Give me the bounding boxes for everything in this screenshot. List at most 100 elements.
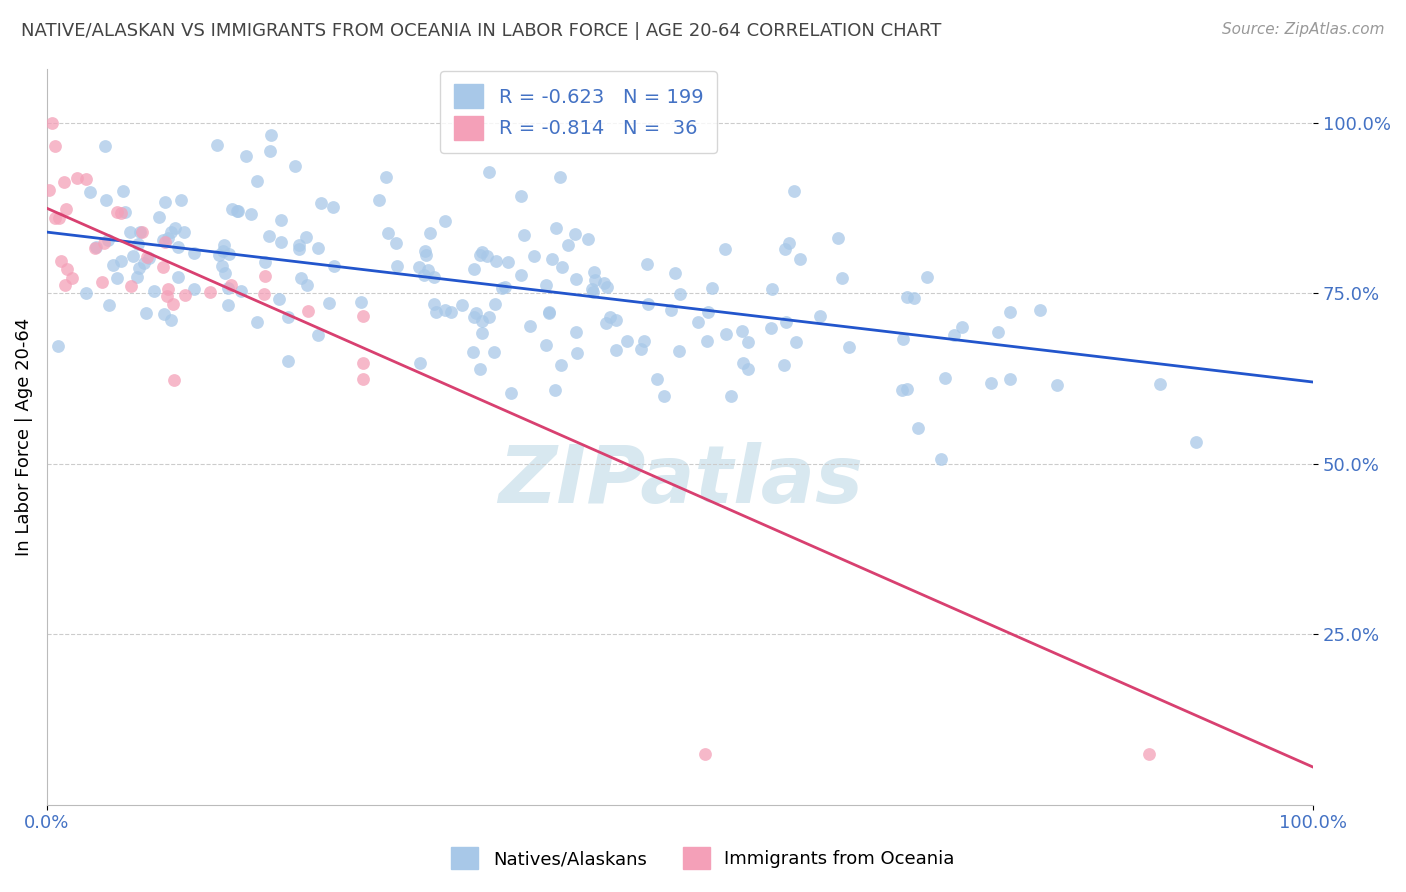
Point <box>778 235 800 250</box>
Point <box>998 372 1021 386</box>
Point <box>408 260 430 274</box>
Point <box>475 249 498 263</box>
Point <box>162 297 184 311</box>
Point <box>412 268 434 282</box>
Point <box>541 252 564 267</box>
Point <box>163 373 186 387</box>
Point <box>637 297 659 311</box>
Point <box>259 144 281 158</box>
Point <box>84 241 107 255</box>
Point <box>153 194 176 209</box>
Point <box>423 297 446 311</box>
Point <box>103 259 125 273</box>
Point <box>669 287 692 301</box>
Point <box>583 272 606 286</box>
Point <box>44 211 66 225</box>
Point <box>277 354 299 368</box>
Point <box>789 252 811 267</box>
Point <box>246 174 269 188</box>
Point <box>478 310 501 324</box>
Point <box>97 298 120 312</box>
Point <box>55 202 77 216</box>
Point <box>737 335 759 350</box>
Point <box>160 225 183 239</box>
Point <box>647 372 669 386</box>
Point <box>295 229 318 244</box>
Point <box>284 159 307 173</box>
Point <box>297 304 319 318</box>
Point <box>173 288 195 302</box>
Point <box>491 281 513 295</box>
Point <box>156 282 179 296</box>
Point <box>270 235 292 249</box>
Point <box>270 212 292 227</box>
Point <box>759 321 782 335</box>
Point <box>419 226 441 240</box>
Point <box>664 266 686 280</box>
Point <box>659 302 682 317</box>
Point <box>478 165 501 179</box>
Point <box>153 307 176 321</box>
Point <box>434 214 457 228</box>
Point <box>463 310 485 324</box>
Point <box>464 306 486 320</box>
Point <box>831 271 853 285</box>
Point <box>605 343 627 357</box>
Point <box>183 282 205 296</box>
Point <box>415 248 437 262</box>
Point <box>494 280 516 294</box>
Point <box>110 254 132 268</box>
Point <box>94 139 117 153</box>
Point <box>307 328 329 343</box>
Point <box>695 747 717 761</box>
Point <box>512 227 534 242</box>
Point <box>46 339 69 353</box>
Point <box>471 244 494 259</box>
Point <box>1185 435 1208 450</box>
Point <box>783 184 806 198</box>
Point <box>1149 377 1171 392</box>
Point <box>246 315 269 329</box>
Point <box>385 235 408 250</box>
Point <box>633 334 655 348</box>
Text: Source: ZipAtlas.com: Source: ZipAtlas.com <box>1222 22 1385 37</box>
Point <box>157 231 180 245</box>
Point <box>353 356 375 370</box>
Point <box>423 270 446 285</box>
Point <box>544 383 567 397</box>
Point <box>349 294 371 309</box>
Point <box>546 220 568 235</box>
Point <box>998 305 1021 319</box>
Point <box>425 304 447 318</box>
Point <box>163 221 186 235</box>
Point <box>536 277 558 292</box>
Point <box>450 298 472 312</box>
Point <box>471 314 494 328</box>
Point <box>217 280 239 294</box>
Point <box>773 358 796 372</box>
Point <box>257 228 280 243</box>
Point <box>228 203 250 218</box>
Point <box>166 240 188 254</box>
Point <box>136 251 159 265</box>
Point <box>353 310 375 324</box>
Point <box>537 305 560 319</box>
Point <box>1046 377 1069 392</box>
Point <box>827 231 849 245</box>
Point <box>84 240 107 254</box>
Point <box>484 297 506 311</box>
Point <box>987 325 1010 339</box>
Point <box>159 313 181 327</box>
Point <box>156 289 179 303</box>
Point <box>138 251 160 265</box>
Point <box>253 269 276 284</box>
Point <box>131 225 153 239</box>
Point <box>214 266 236 280</box>
Point <box>737 362 759 376</box>
Point <box>218 246 240 260</box>
Point <box>582 265 605 279</box>
Point <box>367 193 389 207</box>
Point <box>409 356 432 370</box>
Legend: R = -0.623   N = 199, R = -0.814   N =  36: R = -0.623 N = 199, R = -0.814 N = 36 <box>440 70 717 153</box>
Point <box>170 193 193 207</box>
